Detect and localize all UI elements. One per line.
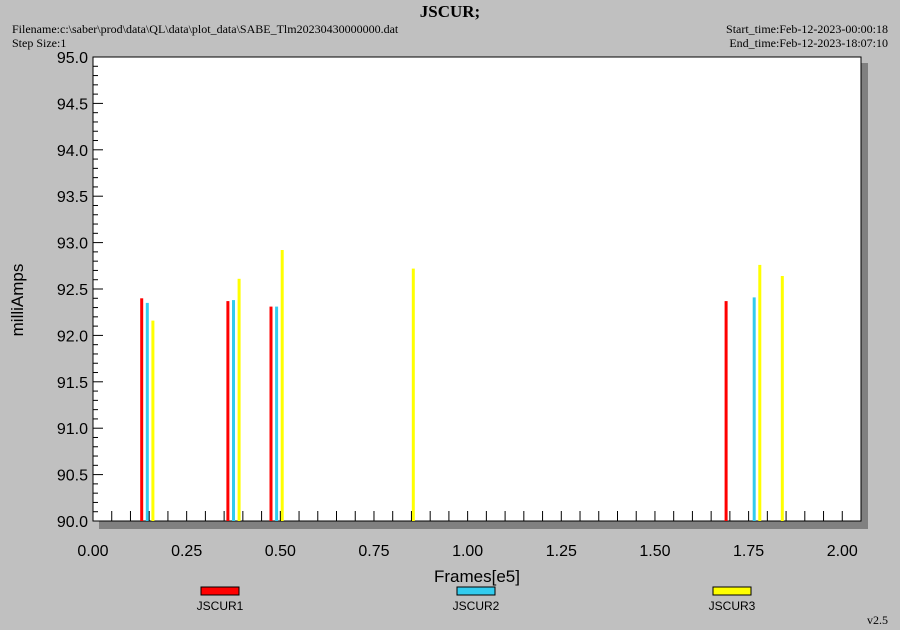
y-tick-label: 91.5 bbox=[57, 375, 88, 392]
chart-title: JSCUR; bbox=[419, 2, 481, 21]
jscur1-legend-label: JSCUR1 bbox=[197, 599, 244, 613]
x-tick-label: 0.75 bbox=[358, 543, 389, 560]
y-tick-label: 90.5 bbox=[57, 468, 88, 485]
y-tick-label: 94.0 bbox=[57, 143, 88, 160]
jscur2-legend-label: JSCUR2 bbox=[453, 599, 500, 613]
legend-group: JSCUR1 JSCUR2 JSCUR3 bbox=[197, 586, 756, 613]
y-tick-label: 94.5 bbox=[57, 96, 88, 113]
jscur3-bar bbox=[758, 264, 762, 521]
x-tick-label: 0.25 bbox=[171, 543, 202, 560]
y-tick-label: 92.0 bbox=[57, 328, 88, 345]
end-time-label: End_time:Feb-12-2023-18:07:10 bbox=[729, 36, 888, 50]
x-tick-label: 1.50 bbox=[639, 543, 670, 560]
jscur3-bar bbox=[780, 276, 784, 521]
jscur3-bar bbox=[237, 278, 241, 521]
jscur2-bar bbox=[145, 302, 149, 521]
jscur1-legend-swatch bbox=[200, 586, 240, 596]
jscur2-bar bbox=[752, 297, 756, 521]
x-tick-label: 0.00 bbox=[77, 543, 108, 560]
y-tick-label: 93.0 bbox=[57, 236, 88, 253]
jscur1-bar bbox=[724, 301, 728, 521]
jscur1-bar bbox=[269, 306, 273, 521]
x-tick-label: 1.75 bbox=[733, 543, 764, 560]
x-axis-label: Frames[e5] bbox=[434, 567, 520, 586]
y-axis-label: milliAmps bbox=[8, 264, 27, 337]
version-label: v2.5 bbox=[867, 613, 888, 627]
jscur3-bar bbox=[280, 250, 284, 521]
jscur2-bar bbox=[232, 300, 235, 521]
y-tick-label: 93.5 bbox=[57, 189, 88, 206]
start-time-label: Start_time:Feb-12-2023-00:00:18 bbox=[726, 22, 888, 36]
x-tick-label: 0.50 bbox=[265, 543, 296, 560]
bars-group bbox=[140, 250, 784, 521]
x-tick-label: 1.00 bbox=[452, 543, 483, 560]
x-tick-label: 1.25 bbox=[546, 543, 577, 560]
y-tick-label: 91.0 bbox=[57, 421, 88, 438]
filename-label: Filename:c:\saber\prod\data\QL\data\plot… bbox=[12, 22, 399, 36]
jscur2-bar bbox=[275, 306, 279, 521]
jscur3-legend-swatch bbox=[712, 586, 752, 596]
jscur3-bar bbox=[411, 268, 415, 521]
plot-area bbox=[92, 56, 862, 522]
ticks-group: 90.0 90.5 91.0 91.5 92.0 92.5 93.0 93.5 94.0 94.5… bbox=[57, 50, 862, 560]
y-tick-label: 95.0 bbox=[57, 50, 88, 67]
y-tick-label: 90.0 bbox=[57, 514, 88, 531]
y-tick-label: 92.5 bbox=[57, 282, 88, 299]
step-size-label: Step Size:1 bbox=[12, 36, 67, 50]
jscur1-bar bbox=[226, 301, 230, 521]
jscur3-bar bbox=[151, 320, 155, 521]
jscur2-legend-swatch bbox=[456, 586, 496, 596]
jscur1-bar bbox=[140, 298, 144, 521]
x-tick-label: 2.00 bbox=[827, 543, 858, 560]
jscur3-legend-label: JSCUR3 bbox=[709, 599, 756, 613]
